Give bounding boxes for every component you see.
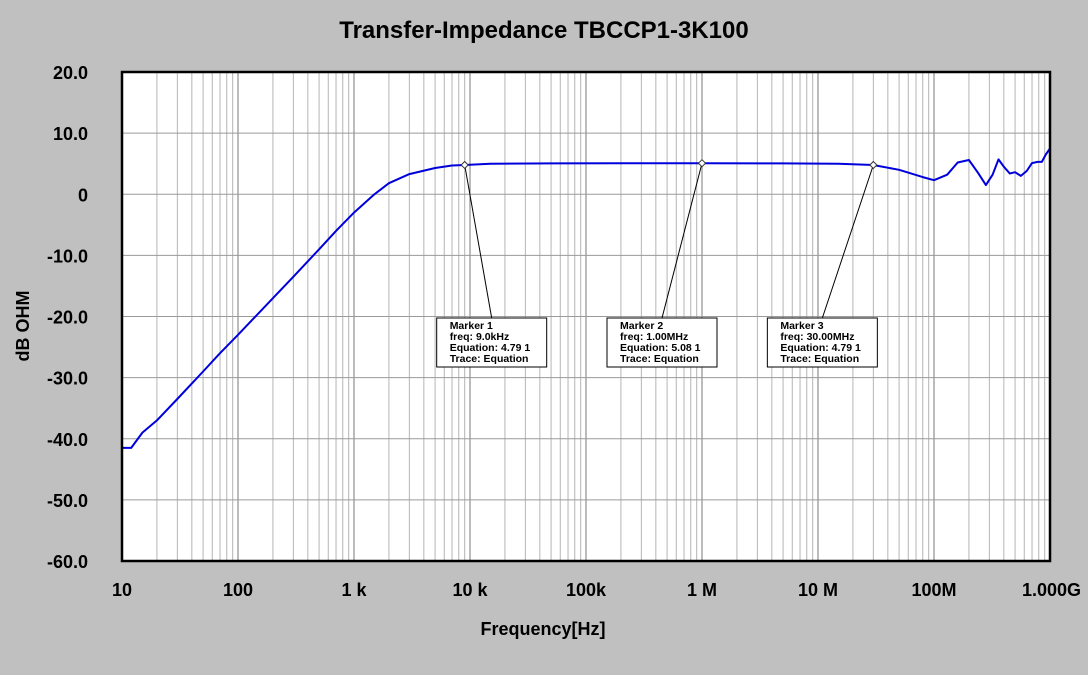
x-tick-label: 100k bbox=[566, 580, 607, 600]
marker-box bbox=[606, 317, 718, 368]
marker-box bbox=[436, 317, 548, 368]
y-tick-label: -30.0 bbox=[47, 369, 88, 389]
x-tick-label: 10 M bbox=[798, 580, 838, 600]
trace-layer bbox=[122, 147, 1051, 449]
marker-point bbox=[869, 160, 878, 170]
marker-label: Equation: 5.08 1 bbox=[620, 342, 701, 354]
x-axis-title: Frequency[Hz] bbox=[480, 619, 605, 639]
chart-title: Transfer-Impedance TBCCP1-3K100 bbox=[339, 17, 748, 44]
marker-label: Trace: Equation bbox=[450, 353, 529, 365]
plot-frame bbox=[120, 70, 1052, 563]
y-tick-label: -20.0 bbox=[47, 308, 88, 328]
marker-label: freq: 1.00MHz bbox=[620, 331, 688, 343]
marker-label: Equation: 4.79 1 bbox=[780, 342, 861, 354]
marker-leader-line bbox=[821, 164, 874, 319]
marker-point bbox=[460, 160, 469, 170]
marker-point bbox=[697, 158, 707, 168]
y-axis-title: dB OHM bbox=[13, 291, 33, 362]
marker-label: Marker 2 bbox=[620, 320, 663, 332]
x-tick-label: 100M bbox=[911, 580, 956, 600]
y-tick-label: -50.0 bbox=[47, 491, 88, 511]
marker-label: Marker 1 bbox=[450, 320, 493, 332]
x-tick-label: 100 bbox=[223, 580, 253, 600]
y-tick-label: 10.0 bbox=[53, 124, 88, 144]
y-tick-label: -10.0 bbox=[47, 246, 88, 266]
x-tick-label: 10 bbox=[112, 580, 132, 600]
x-tick-label: 10 k bbox=[452, 580, 488, 600]
marker-label: Equation: 4.79 1 bbox=[450, 342, 531, 354]
y-tick-label: -40.0 bbox=[47, 430, 88, 450]
marker-label: Trace: Equation bbox=[780, 353, 859, 365]
y-tick-label: -60.0 bbox=[47, 552, 88, 572]
marker-box bbox=[766, 317, 878, 368]
marker-label: Trace: Equation bbox=[620, 353, 699, 365]
marker-leader-line bbox=[464, 164, 493, 319]
marker-label: freq: 9.0kHz bbox=[450, 331, 510, 343]
x-tick-label: 1.000G bbox=[1022, 580, 1081, 600]
x-tick-label: 1 M bbox=[687, 580, 717, 600]
trace-line bbox=[122, 147, 1051, 449]
y-tick-labels: 20.0 10.0 0 -10.0 -20.0 -30.0 -40.0 -50.0 -60.0 bbox=[47, 63, 88, 572]
y-tick-label: 0 bbox=[78, 185, 88, 205]
marker-label: freq: 30.00MHz bbox=[780, 331, 854, 343]
x-tick-label: 1 k bbox=[341, 580, 367, 600]
marker-leader-line bbox=[661, 163, 703, 319]
x-tick-labels: 10 100 1 k 10 k 100k 1 M 10 M 100M 1.000G bbox=[112, 580, 1081, 600]
y-tick-label: 20.0 bbox=[53, 63, 88, 83]
marker-label: Marker 3 bbox=[780, 320, 823, 332]
